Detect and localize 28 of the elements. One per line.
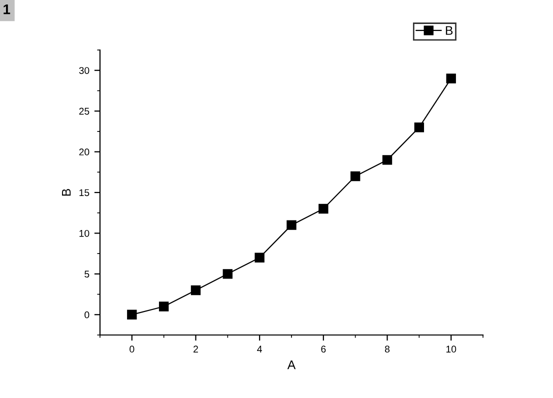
y-tick-label: 5 — [84, 270, 90, 278]
point — [414, 122, 424, 132]
x-tick-label: 6 — [321, 346, 326, 353]
y-tick-label: 20 — [79, 148, 90, 156]
x-tick-label: 4 — [257, 346, 262, 352]
y-tick-label: 25 — [79, 108, 90, 115]
y-tick-label: 10 — [80, 230, 90, 237]
x-tick-label: 10 — [446, 346, 456, 353]
y-tick-label: 30 — [79, 67, 90, 74]
text: 1 — [4, 4, 10, 14]
point — [318, 204, 328, 214]
y-tick-label: 15 — [80, 189, 90, 196]
point — [222, 269, 233, 279]
x-axis-title: A — [287, 360, 296, 370]
x-tick-label: 0 — [130, 346, 134, 353]
point — [382, 155, 392, 165]
point — [254, 252, 264, 263]
point — [286, 220, 296, 230]
point — [190, 285, 201, 296]
y-tick-label: 0 — [84, 311, 90, 318]
point — [158, 302, 169, 312]
y-axis-title: B — [62, 188, 71, 196]
point — [446, 74, 456, 84]
x-tick-label: 8 — [384, 346, 390, 353]
point — [127, 310, 137, 320]
x-tick-label: 2 — [194, 346, 198, 352]
point — [350, 171, 360, 182]
legend-label: B — [446, 26, 453, 35]
